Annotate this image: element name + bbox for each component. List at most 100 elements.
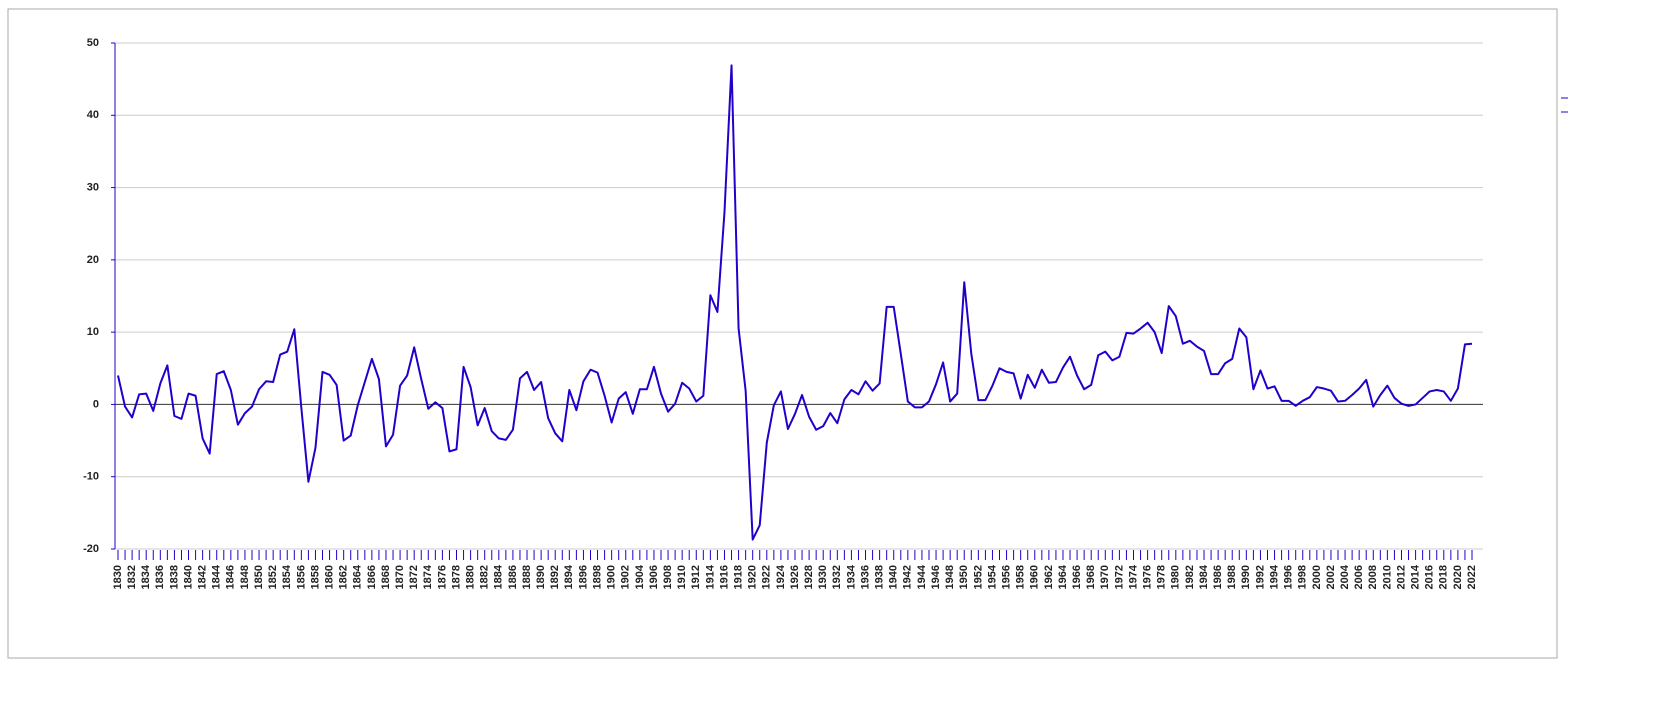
x-tick-label: 1996: [1283, 565, 1295, 589]
x-tick-label: 1872: [408, 565, 420, 589]
x-tick-label: 1856: [295, 565, 307, 589]
x-tick-label: 1864: [352, 564, 364, 589]
x-tick-label: 1994: [1268, 564, 1280, 589]
x-tick-label: 2022: [1466, 565, 1478, 589]
x-tick-label: 1904: [634, 564, 646, 589]
x-tick-label: 1940: [888, 565, 900, 589]
x-tick-label: 1854: [281, 564, 293, 589]
x-tick-label: 1962: [1043, 565, 1055, 589]
x-tick-label: 1954: [986, 564, 998, 589]
x-tick-label: 1986: [1212, 565, 1224, 589]
x-tick-label: 1886: [507, 565, 519, 589]
x-tick-label: 1988: [1226, 565, 1238, 589]
x-tick-label: 2002: [1325, 565, 1337, 589]
x-tick-label: 1992: [1254, 565, 1266, 589]
x-tick-label: 1912: [690, 565, 702, 589]
x-tick-label: 1952: [972, 565, 984, 589]
x-tick-label: 1980: [1170, 565, 1182, 589]
x-tick-label: 1900: [606, 565, 618, 589]
x-tick-label: 1956: [1000, 565, 1012, 589]
x-tick-label: 2000: [1311, 565, 1323, 589]
x-tick-label: 2016: [1424, 565, 1436, 589]
x-tick-label: 1960: [1029, 565, 1041, 589]
y-tick-label: -10: [83, 471, 99, 483]
x-tick-label: 1840: [182, 565, 194, 589]
x-tick-label: 1834: [140, 564, 152, 589]
x-tick-label: 1942: [902, 565, 914, 589]
x-tick-label: 1928: [803, 565, 815, 589]
x-tick-label: 1846: [225, 565, 237, 589]
x-tick-label: 1848: [239, 565, 251, 589]
x-tick-label: 1938: [874, 565, 886, 589]
line-series: [117, 64, 1473, 541]
x-tick-label: 1918: [732, 565, 744, 589]
x-tick-label: 2020: [1452, 565, 1464, 589]
x-tick-label: 1860: [323, 565, 335, 589]
x-tick-label: 1978: [1156, 565, 1168, 589]
x-tick-label: 1892: [549, 565, 561, 589]
x-tick-label: 1976: [1142, 565, 1154, 589]
x-tick-label: 1984: [1198, 564, 1210, 589]
x-tick-label: 1836: [154, 565, 166, 589]
x-tick-label: 1898: [591, 565, 603, 589]
x-tick-label: 1832: [126, 565, 138, 589]
x-tick-label: 2014: [1409, 564, 1421, 589]
x-tick-label: 1974: [1127, 564, 1139, 589]
x-tick-label: 1948: [944, 565, 956, 589]
x-tick-label: 1896: [577, 565, 589, 589]
x-tick-label: 1908: [662, 565, 674, 589]
x-tick-label: 1972: [1113, 565, 1125, 589]
x-tick-label: 1982: [1184, 565, 1196, 589]
x-tick-label: 1998: [1297, 565, 1309, 589]
y-tick-label: 30: [87, 181, 99, 193]
x-tick-label: 1866: [366, 565, 378, 589]
x-tick-label: 1830: [112, 565, 124, 589]
x-tick-label: 1842: [197, 565, 209, 589]
x-tick-label: 1950: [958, 565, 970, 589]
y-tick-label: 50: [87, 37, 99, 49]
x-tick-label: 1944: [916, 564, 928, 589]
x-tick-label: 1858: [309, 565, 321, 589]
x-tick-label: 1946: [930, 565, 942, 589]
x-tick-label: 1888: [521, 565, 533, 589]
x-tick-label: 1894: [563, 564, 575, 589]
x-tick-label: 1880: [465, 565, 477, 589]
x-tick-label: 1970: [1099, 565, 1111, 589]
x-tick-label: 1876: [436, 565, 448, 589]
x-tick-label: 1936: [859, 565, 871, 589]
x-tick-label: 1878: [450, 565, 462, 589]
x-tick-label: 1920: [747, 565, 759, 589]
x-tick-label: 1926: [789, 565, 801, 589]
x-tick-label: 1924: [775, 564, 787, 589]
x-tick-label: 2006: [1353, 565, 1365, 589]
x-tick-label: 1934: [845, 564, 857, 589]
x-tick-label: 2004: [1339, 564, 1351, 589]
x-tick-label: 1882: [479, 565, 491, 589]
x-tick-label: 1852: [267, 565, 279, 589]
x-tick-label: 1884: [493, 564, 505, 589]
x-tick-label: 1966: [1071, 565, 1083, 589]
x-tick-label: 2018: [1438, 565, 1450, 589]
x-tick-label: 1964: [1057, 564, 1069, 589]
x-tick-label: 1916: [718, 565, 730, 589]
x-tick-label: 1958: [1015, 565, 1027, 589]
y-tick-label: 0: [93, 398, 99, 410]
x-tick-label: 1922: [761, 565, 773, 589]
y-tick-label: 40: [87, 109, 99, 121]
x-tick-label: 1968: [1085, 565, 1097, 589]
x-tick-label: 1850: [253, 565, 265, 589]
x-tick-label: 1870: [394, 565, 406, 589]
x-tick-label: 1910: [676, 565, 688, 589]
x-tick-label: 1838: [168, 565, 180, 589]
x-tick-label: 1906: [648, 565, 660, 589]
x-tick-label: 1932: [831, 565, 843, 589]
x-tick-label: 1890: [535, 565, 547, 589]
y-tick-label: 20: [87, 254, 99, 266]
y-tick-label: -20: [83, 543, 99, 555]
x-tick-label: 1930: [817, 565, 829, 589]
x-tick-label: 1844: [211, 564, 223, 589]
x-tick-label: 1914: [704, 564, 716, 589]
x-tick-label: 2008: [1367, 565, 1379, 589]
x-tick-label: 2012: [1395, 565, 1407, 589]
